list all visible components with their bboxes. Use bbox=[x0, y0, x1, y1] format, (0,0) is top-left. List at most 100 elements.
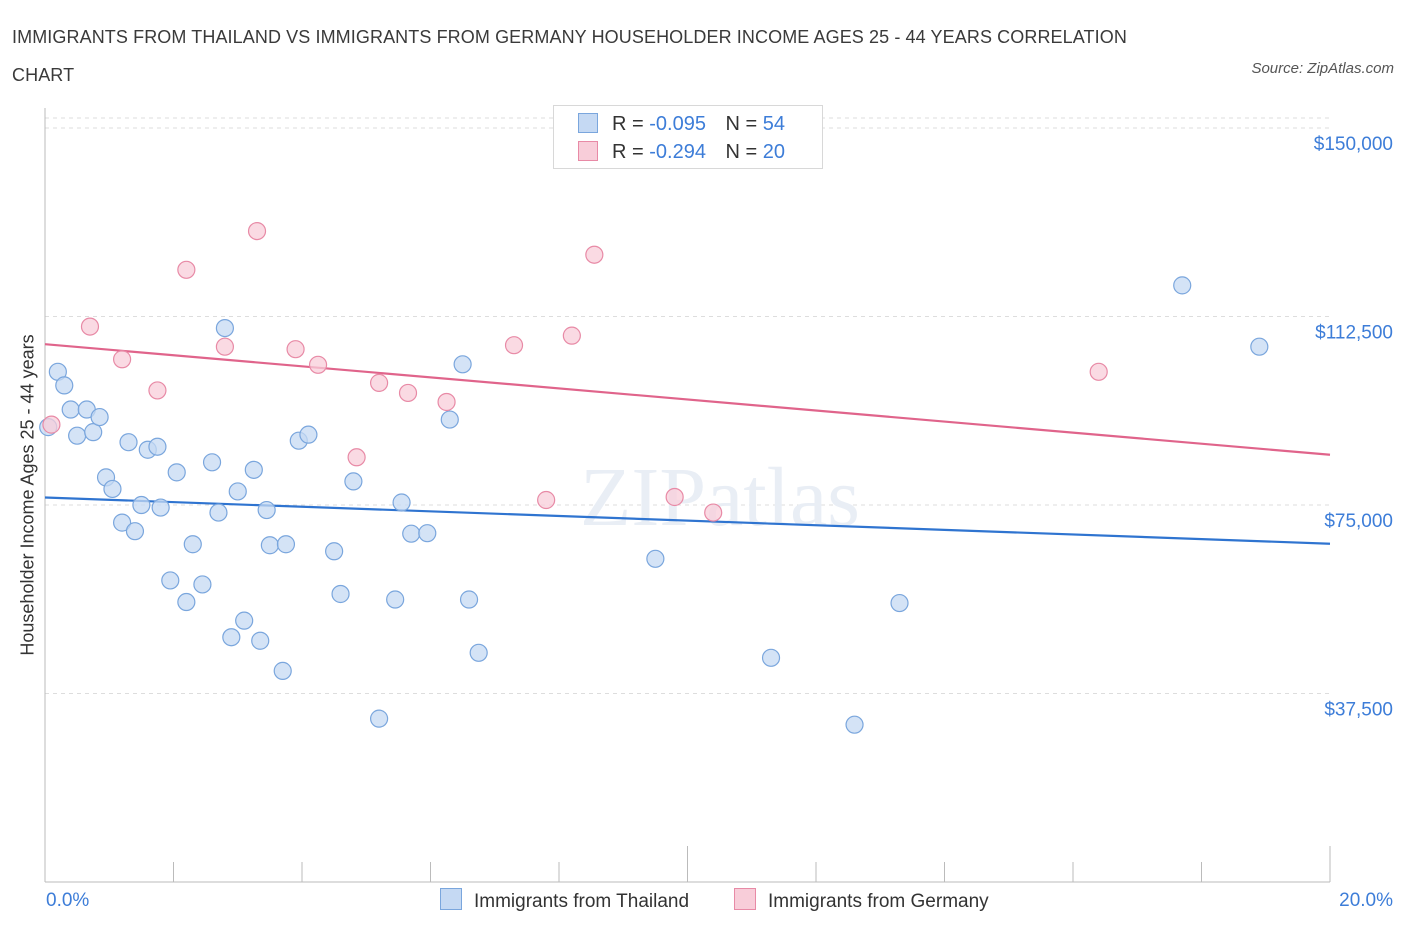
chart-title: IMMIGRANTS FROM THAILAND VS IMMIGRANTS F… bbox=[12, 27, 1127, 85]
germany-point bbox=[347, 448, 366, 467]
legend-item-thailand: Immigrants from Thailand bbox=[440, 888, 689, 913]
germany-point bbox=[562, 326, 581, 345]
thailand-point bbox=[103, 479, 122, 499]
source-label: Source: ZipAtlas.com bbox=[1251, 60, 1394, 77]
thailand-swatch bbox=[578, 113, 598, 133]
n-label: N = bbox=[725, 141, 758, 163]
germany-point bbox=[112, 350, 132, 369]
legend-label: Immigrants from Germany bbox=[768, 891, 989, 912]
thailand-point bbox=[84, 423, 103, 442]
y-tick-labels: $37,500 $75,000 $112,500 $150,000 bbox=[1314, 134, 1393, 720]
germany-point bbox=[286, 340, 305, 359]
thailand-point bbox=[151, 498, 170, 517]
grid-lines bbox=[45, 117, 1330, 695]
legend-row-thailand: R = -0.095 N = 54 bbox=[578, 113, 785, 137]
r-value: -0.095 bbox=[649, 113, 706, 135]
y-tick-label: $37,500 bbox=[1324, 700, 1393, 721]
thailand-point bbox=[453, 355, 472, 374]
thailand-point bbox=[392, 493, 411, 512]
germany-point bbox=[585, 245, 604, 264]
y-tick-label: $75,000 bbox=[1324, 511, 1393, 532]
thailand-point bbox=[273, 661, 292, 680]
thailand-point bbox=[276, 535, 296, 554]
thailand-point bbox=[1173, 276, 1192, 295]
germany-point bbox=[308, 355, 328, 374]
thailand-point bbox=[325, 542, 344, 561]
n-label: N = bbox=[725, 113, 758, 135]
thailand-point bbox=[761, 648, 781, 667]
thailand-point bbox=[331, 584, 350, 604]
data-points bbox=[39, 221, 1269, 734]
thailand-point bbox=[161, 571, 180, 590]
thailand-point bbox=[1250, 337, 1269, 356]
x-tick-label-min: 0.0% bbox=[46, 890, 90, 911]
legend-row-germany: R = -0.294 N = 20 bbox=[578, 141, 785, 165]
thailand-point bbox=[845, 715, 864, 734]
germany-point bbox=[215, 337, 234, 356]
thailand-point bbox=[402, 524, 421, 543]
germany-trend-line bbox=[44, 343, 1331, 456]
germany-point bbox=[665, 487, 684, 507]
thailand-point bbox=[193, 575, 212, 594]
y-tick-label: $150,000 bbox=[1314, 134, 1393, 155]
thailand-point bbox=[257, 500, 276, 520]
thailand-point bbox=[890, 593, 909, 613]
thailand-point bbox=[228, 482, 247, 501]
germany-point bbox=[247, 221, 267, 241]
thailand-point bbox=[386, 590, 405, 609]
thailand-point bbox=[418, 524, 437, 543]
thailand-point bbox=[235, 611, 254, 630]
y-tick-label: $112,500 bbox=[1315, 323, 1393, 344]
thailand-point bbox=[148, 437, 167, 456]
thailand-point bbox=[440, 410, 459, 429]
thailand-point bbox=[469, 643, 488, 662]
thailand-point bbox=[202, 453, 222, 472]
germany-point bbox=[504, 336, 524, 355]
germany-point bbox=[537, 490, 556, 510]
thailand-point bbox=[183, 535, 202, 554]
thailand-point bbox=[119, 433, 138, 452]
thailand-point bbox=[251, 631, 270, 650]
germany-point bbox=[42, 415, 61, 434]
thailand-point bbox=[459, 590, 479, 609]
thailand-point bbox=[112, 513, 132, 532]
r-label: R = bbox=[612, 141, 644, 163]
thailand-point bbox=[90, 407, 109, 427]
axes bbox=[44, 108, 1331, 883]
x-tick-label-max: 20.0% bbox=[1339, 890, 1393, 911]
thailand-point bbox=[646, 549, 665, 568]
germany-point bbox=[704, 503, 723, 522]
thailand-point bbox=[370, 709, 389, 728]
r-label: R = bbox=[612, 113, 644, 135]
germany-point bbox=[148, 381, 167, 400]
thailand-point bbox=[55, 376, 74, 395]
n-value: 20 bbox=[762, 141, 786, 163]
germany-point bbox=[80, 317, 100, 336]
legend-label: Immigrants from Thailand bbox=[474, 891, 690, 912]
germany-swatch bbox=[578, 141, 598, 161]
thailand-point bbox=[125, 522, 145, 541]
germany-point bbox=[177, 260, 196, 279]
thailand-point bbox=[61, 400, 80, 419]
correlation-legend: R = -0.095 N = 54 R = -0.294 N = 20 bbox=[553, 105, 823, 169]
thailand-point bbox=[68, 426, 87, 445]
thailand-point bbox=[244, 460, 263, 479]
thailand-point bbox=[344, 472, 363, 491]
thailand-point bbox=[222, 628, 241, 647]
thailand-point bbox=[132, 495, 151, 515]
germany-swatch bbox=[734, 888, 756, 910]
n-value: 54 bbox=[762, 113, 786, 135]
thailand-point bbox=[177, 592, 196, 612]
thailand-point bbox=[260, 536, 279, 555]
germany-point bbox=[370, 373, 389, 392]
watermark: ZIPatlas bbox=[580, 451, 860, 544]
thailand-point bbox=[299, 425, 318, 444]
germany-point bbox=[1089, 362, 1108, 381]
thailand-swatch bbox=[440, 888, 462, 910]
germany-point bbox=[398, 383, 418, 403]
germany-point bbox=[437, 392, 456, 412]
thailand-point bbox=[167, 463, 186, 482]
legend-item-germany: Immigrants from Germany bbox=[734, 888, 989, 913]
y-axis-label: Householder Income Ages 25 - 44 years bbox=[17, 334, 38, 656]
